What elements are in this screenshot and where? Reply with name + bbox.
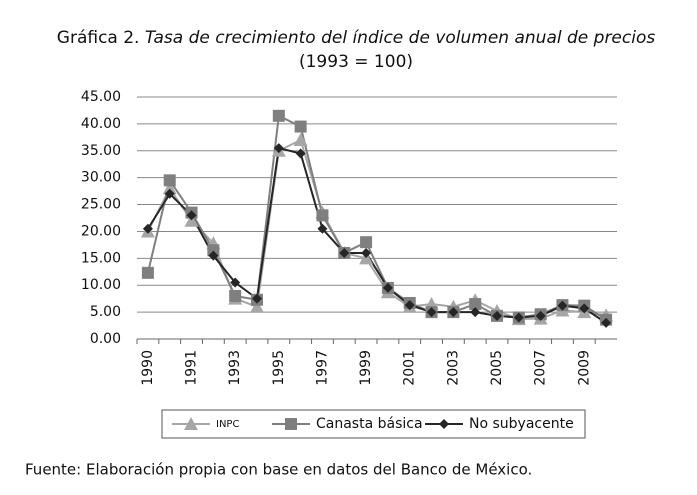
series-marker — [250, 299, 264, 313]
series-marker — [513, 312, 524, 323]
series-line — [146, 114, 607, 321]
legend-box — [161, 409, 586, 439]
source-note: Fuente: Elaboración propia con base en d… — [25, 461, 532, 479]
series-marker — [295, 148, 306, 159]
y-tick-label: 45.00 — [81, 89, 121, 105]
series-line — [147, 146, 607, 324]
series-marker — [162, 181, 177, 195]
x-tick-label: 1995 — [271, 350, 287, 386]
y-tick-label: 15.00 — [81, 250, 121, 266]
figure-label: Gráfica 2. — [57, 28, 140, 48]
series-marker — [339, 247, 350, 258]
y-tick-label: 40.00 — [81, 116, 121, 132]
series-marker — [470, 307, 481, 318]
series-marker — [426, 307, 437, 318]
series-marker — [317, 223, 328, 234]
series-marker — [294, 120, 307, 133]
series-marker — [252, 293, 262, 304]
y-tick-label: 0.00 — [90, 331, 121, 347]
series-marker — [272, 109, 285, 122]
series-marker — [361, 247, 372, 258]
series-marker — [557, 300, 568, 311]
series-marker — [208, 250, 219, 261]
legend-marker — [184, 417, 198, 430]
series-marker — [293, 133, 308, 147]
series-marker — [316, 209, 329, 222]
legend-label: Canasta básica — [316, 416, 423, 432]
series-marker — [448, 307, 459, 318]
chart-subtitle: (1993 = 100) — [299, 52, 413, 72]
series-marker — [164, 188, 175, 199]
legend-label: No subyacente — [469, 416, 574, 432]
series-marker — [360, 236, 373, 249]
legend-label: INPC — [216, 419, 239, 430]
series-marker — [492, 310, 502, 321]
x-tick-label: 1997 — [314, 350, 330, 386]
y-tick-label: 10.00 — [81, 277, 121, 293]
y-tick-label: 25.00 — [81, 197, 121, 213]
series-marker — [229, 289, 242, 302]
series-marker — [601, 317, 612, 328]
legend-marker — [439, 419, 449, 429]
series-marker — [142, 223, 153, 234]
series-marker — [404, 300, 415, 311]
y-tick-label: 30.00 — [81, 170, 121, 186]
series-marker — [186, 210, 197, 221]
x-tick-label: 2003 — [445, 350, 461, 386]
y-tick-label: 20.00 — [81, 223, 121, 239]
x-tick-label: 1991 — [184, 350, 200, 386]
series-marker — [141, 266, 154, 279]
legend-marker — [285, 418, 297, 430]
x-tick-label: 1999 — [358, 350, 374, 386]
series-marker — [382, 282, 393, 293]
x-tick-label: 1993 — [227, 350, 243, 386]
series-line — [147, 138, 607, 321]
chart-title: Tasa de crecimiento del índice de volume… — [145, 28, 655, 48]
series-marker — [230, 277, 241, 288]
x-tick-label: 1990 — [140, 350, 156, 386]
series-marker — [163, 174, 176, 187]
y-tick-label: 35.00 — [81, 143, 121, 159]
x-tick-label: 2001 — [402, 350, 418, 386]
series-marker — [535, 310, 546, 321]
series-marker — [273, 143, 284, 154]
series-marker — [469, 298, 482, 311]
y-tick-label: 5.00 — [90, 304, 121, 320]
series-marker — [579, 303, 590, 314]
x-tick-label: 2007 — [533, 350, 549, 386]
x-tick-label: 2009 — [576, 350, 592, 386]
chart-title-line: Gráfica 2. Tasa de crecimiento del índic… — [57, 28, 656, 48]
x-tick-label: 2005 — [489, 350, 505, 386]
series-marker — [207, 244, 220, 257]
